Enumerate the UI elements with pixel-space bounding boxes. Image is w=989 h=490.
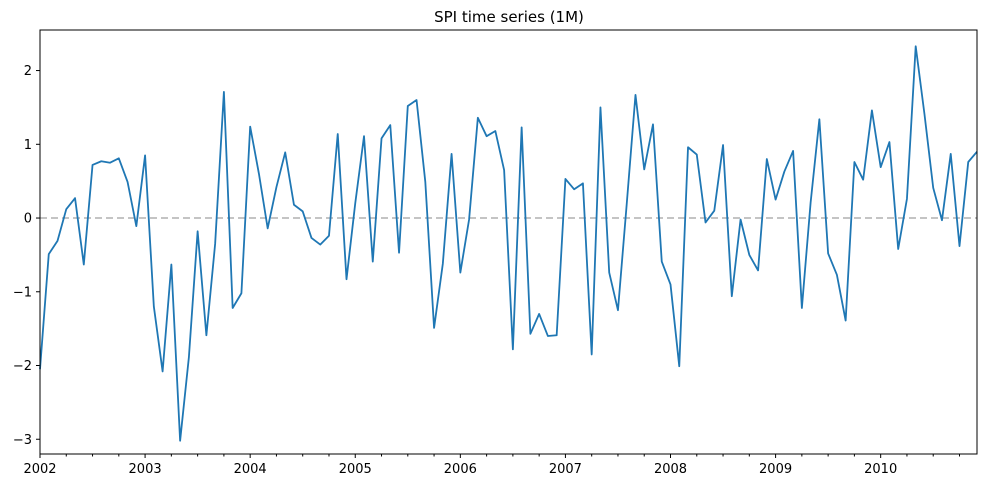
x-tick-label: 2009 — [759, 462, 792, 477]
x-axis-ticks: 2002 2003 2004 2005 2006 2007 2008 2009 2010 — [23, 454, 960, 477]
plot-frame — [39, 29, 978, 455]
y-axis-ticks: −3 −2 −1 0 1 2 — [13, 64, 40, 448]
x-tick-label: 2008 — [654, 462, 687, 477]
x-tick-label: 2010 — [864, 462, 897, 477]
x-tick-label: 2007 — [549, 462, 582, 477]
x-tick-label: 2004 — [234, 462, 267, 477]
x-tick-label: 2006 — [444, 462, 477, 477]
spi-series-line — [39, 45, 978, 442]
x-tick-label: 2003 — [129, 462, 162, 477]
y-tick-label: 2 — [24, 64, 32, 79]
x-tick-label: 2005 — [339, 462, 372, 477]
y-tick-label: 1 — [24, 138, 32, 153]
y-tick-label: −2 — [13, 359, 32, 374]
chart-title: SPI time series (1M) — [434, 8, 584, 26]
x-tick-label: 2002 — [23, 462, 56, 477]
y-tick-label: 0 — [24, 212, 32, 227]
y-tick-label: −1 — [13, 285, 32, 300]
y-tick-label: −3 — [13, 433, 32, 448]
